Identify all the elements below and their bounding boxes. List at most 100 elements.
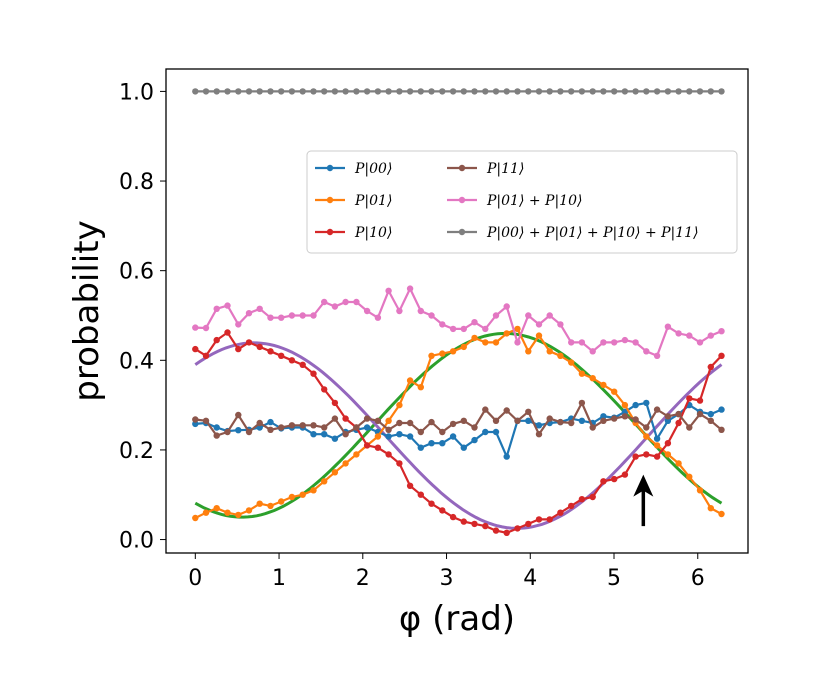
data-point-P01 [353,451,360,458]
data-point-P00 [213,424,220,431]
data-point-P10 [718,352,725,359]
data-point-P11 [471,424,478,431]
data-point-P10 [256,343,263,351]
data-point-P01 [224,509,231,516]
data-point-P11 [503,407,510,414]
data-point-P10 [192,345,199,353]
data-point-P01+P10 [546,312,553,319]
data-point-P10 [342,415,349,422]
data-point-Sum [632,88,639,95]
data-point-P01 [342,460,349,467]
data-point-P01+P10 [535,321,543,328]
data-point-P10 [310,370,317,377]
data-point-P10 [374,444,382,451]
data-point-P10 [245,339,253,346]
data-point-P10 [546,516,553,523]
data-point-P11 [600,417,607,424]
data-point-P11 [696,410,704,418]
x-axis-label: φ (rad) [399,599,515,639]
data-point-P00 [471,436,478,444]
data-point-P01 [471,334,478,342]
data-point-P10 [267,348,274,355]
data-point-P00 [449,433,457,440]
data-point-P11 [535,431,543,438]
data-point-P01 [310,487,317,494]
legend-label: P|11⟩ [486,161,524,177]
data-point-P01+P10 [235,321,242,328]
data-point-Sum [578,88,586,95]
data-point-P01+P10 [385,287,392,294]
data-point-P01 [417,384,424,391]
data-point-P00 [578,417,586,424]
data-point-P01+P10 [686,332,693,339]
data-point-Sum [621,88,629,95]
data-point-P00 [664,417,672,424]
data-point-P01+P10 [557,321,564,328]
data-point-P00 [385,433,392,440]
data-point-P01+P10 [299,312,306,319]
data-point-P11 [664,413,672,420]
data-point-P01 [321,478,328,485]
data-point-P01+P10 [696,339,704,346]
data-point-P01+P10 [653,352,661,359]
data-point-P10 [299,361,306,368]
data-point-Sum [396,88,403,95]
data-point-P11 [482,406,489,413]
data-point-P01+P10 [718,328,725,335]
x-tick-label: 6 [691,566,705,591]
data-point-P11 [278,424,285,431]
data-point-P00 [632,401,639,409]
data-point-P01+P10 [213,305,220,312]
data-point-P01+P10 [321,298,328,306]
data-point-P10 [611,475,618,483]
data-point-P11 [557,418,564,426]
data-point-P01+P10 [675,330,682,337]
data-point-P01 [503,330,510,337]
data-point-P01+P10 [449,325,457,333]
data-point-P01 [621,401,629,409]
data-point-P01 [696,487,704,494]
data-point-P01 [557,352,564,359]
x-tick-label: 2 [356,566,370,591]
data-point-P01 [299,491,306,498]
data-point-P01 [192,514,199,522]
data-point-P11 [492,417,500,424]
data-point-P00 [235,427,242,434]
data-point-P10 [568,502,575,510]
data-point-P01+P10 [471,319,478,326]
data-point-P01+P10 [288,312,296,319]
x-tick-label: 4 [523,566,537,591]
data-point-P10 [363,442,371,449]
data-point-P10 [675,419,682,427]
data-point-P10 [213,336,220,344]
data-point-P10 [525,520,532,528]
y-tick-label: 0.6 [119,260,154,285]
data-point-P01+P10 [589,348,596,355]
data-point-P01 [578,370,586,377]
data-point-Sum [535,88,543,95]
data-point-P01 [460,343,467,351]
data-point-P00 [525,417,532,424]
data-point-P11 [288,422,296,429]
data-point-P11 [514,417,521,424]
data-point-P01+P10 [331,303,339,310]
data-point-P10 [406,482,414,489]
data-point-P10 [535,516,543,523]
data-point-P01 [664,451,672,458]
data-point-P10 [482,522,489,530]
data-point-P01 [589,375,596,382]
data-point-P00 [600,413,607,420]
data-point-P01 [288,493,296,501]
data-point-Sum [503,88,510,95]
data-point-P01+P10 [621,336,629,344]
data-point-Sum [385,88,392,95]
data-point-P00 [535,422,543,429]
data-point-P00 [643,399,650,407]
data-point-P01+P10 [374,314,382,321]
data-point-P01+P10 [342,298,349,306]
data-point-P01 [600,381,607,389]
data-point-P00 [417,444,424,451]
data-point-P01+P10 [363,307,371,315]
data-point-Sum [192,88,199,95]
data-point-P11 [192,416,199,423]
